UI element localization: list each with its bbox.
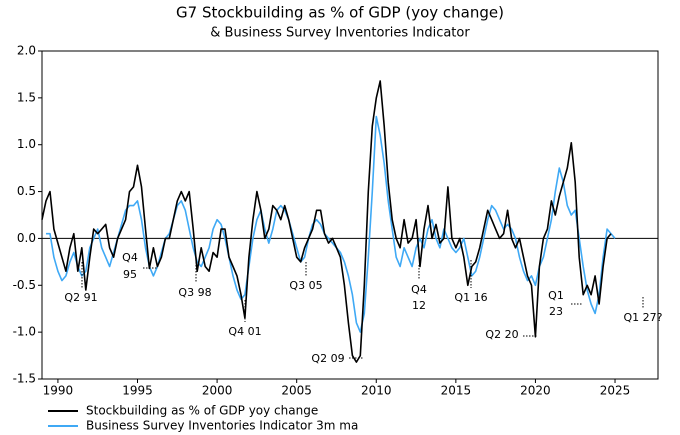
x-tick-label: 2010 xyxy=(361,384,392,398)
x-tick-label: 1990 xyxy=(43,384,74,398)
annotation: Q2 09 xyxy=(311,352,344,365)
chart-subtitle: & Business Survey Inventories Indicator xyxy=(210,26,470,41)
x-tick-label: 1995 xyxy=(122,384,153,398)
y-tick-label: 0.0 xyxy=(17,231,36,245)
annotation: Q1 16 xyxy=(454,291,487,304)
annotation: 95 xyxy=(123,268,137,281)
chart-title: G7 Stockbuilding as % of GDP (yoy change… xyxy=(176,4,504,22)
legend-label: Business Survey Inventories Indicator 3m… xyxy=(86,419,358,433)
y-tick-label: 0.5 xyxy=(17,184,36,198)
annotation: Q4 xyxy=(411,283,427,296)
y-tick-label: 1.5 xyxy=(17,90,36,104)
legend-label: Stockbuilding as % of GDP yoy change xyxy=(86,404,318,418)
series-line xyxy=(41,80,612,363)
x-tick-label: 2025 xyxy=(600,384,631,398)
y-tick-label: -0.5 xyxy=(13,278,36,292)
x-tick-label: 2000 xyxy=(202,384,233,398)
annotation: Q1 27? xyxy=(624,311,663,324)
annotation: Q3 98 xyxy=(178,286,211,299)
annotation: Q4 01 xyxy=(228,325,261,338)
annotation: Q3 05 xyxy=(289,279,322,292)
y-tick-label: -1.0 xyxy=(13,325,36,339)
y-tick-label: 1.0 xyxy=(17,137,36,151)
y-tick-label: -1.5 xyxy=(13,372,36,386)
x-tick-label: 2015 xyxy=(441,384,472,398)
x-tick-label: 2005 xyxy=(281,384,312,398)
y-tick-label: 2.0 xyxy=(17,44,36,58)
plot-frame xyxy=(41,50,659,380)
annotation: Q4 xyxy=(122,251,138,264)
annotation: Q2 91 xyxy=(64,291,97,304)
annotation: 12 xyxy=(412,299,426,312)
annotation: Q2 20 xyxy=(485,328,518,341)
annotation: 23 xyxy=(549,305,563,318)
annotation: Q1 xyxy=(548,289,564,302)
x-tick-label: 2020 xyxy=(520,384,551,398)
